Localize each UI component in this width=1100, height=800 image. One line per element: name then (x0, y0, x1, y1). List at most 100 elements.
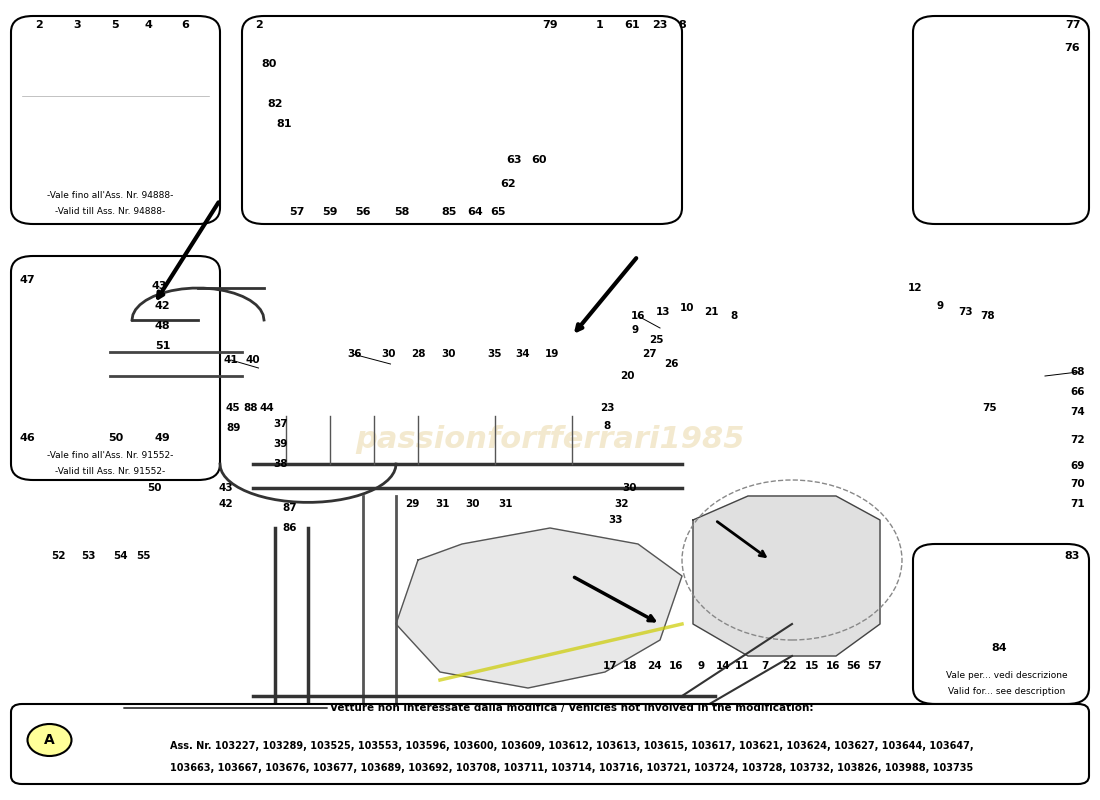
Text: 79: 79 (542, 20, 558, 30)
Text: 29: 29 (405, 499, 420, 509)
Text: 3: 3 (74, 20, 80, 30)
Text: 48: 48 (155, 321, 170, 330)
FancyBboxPatch shape (913, 544, 1089, 704)
Text: 57: 57 (867, 661, 882, 670)
Text: 73: 73 (958, 307, 974, 317)
Text: -Valid till Ass. Nr. 91552-: -Valid till Ass. Nr. 91552- (55, 467, 165, 477)
Text: 62: 62 (500, 179, 516, 189)
Text: 87: 87 (282, 503, 297, 513)
Text: Ass. Nr. 103227, 103289, 103525, 103553, 103596, 103600, 103609, 103612, 103613,: Ass. Nr. 103227, 103289, 103525, 103553,… (170, 741, 974, 750)
Text: 69: 69 (1070, 461, 1086, 470)
Text: 42: 42 (155, 301, 170, 310)
Polygon shape (693, 496, 880, 656)
Text: 33: 33 (608, 515, 624, 525)
Text: 66: 66 (1070, 387, 1086, 397)
Text: 19: 19 (544, 350, 560, 359)
Text: 11: 11 (735, 661, 750, 670)
Text: 77: 77 (1065, 20, 1080, 30)
Text: 55: 55 (135, 551, 151, 561)
FancyBboxPatch shape (242, 16, 682, 224)
Text: 12: 12 (908, 283, 923, 293)
Text: 31: 31 (498, 499, 514, 509)
Text: 39: 39 (273, 439, 288, 449)
Text: 76: 76 (1065, 43, 1080, 53)
Text: 75: 75 (982, 403, 998, 413)
Text: 54: 54 (113, 551, 129, 561)
FancyBboxPatch shape (11, 704, 1089, 784)
Text: 43: 43 (218, 483, 233, 493)
Text: 13: 13 (656, 307, 671, 317)
Polygon shape (396, 528, 682, 688)
Text: 16: 16 (669, 661, 684, 670)
Text: 47: 47 (20, 275, 35, 285)
Text: 41: 41 (223, 355, 239, 365)
Text: 30: 30 (465, 499, 481, 509)
Text: 8: 8 (730, 311, 737, 321)
Text: 68: 68 (1070, 367, 1086, 377)
Text: 61: 61 (625, 20, 640, 30)
Text: 56: 56 (355, 207, 371, 217)
Text: 59: 59 (322, 207, 338, 217)
Text: 53: 53 (80, 551, 96, 561)
Text: 9: 9 (937, 301, 944, 310)
Text: 28: 28 (410, 350, 426, 359)
Text: -Vale fino all'Ass. Nr. 94888-: -Vale fino all'Ass. Nr. 94888- (47, 191, 173, 201)
FancyBboxPatch shape (11, 16, 220, 224)
Text: 63: 63 (506, 155, 521, 165)
Text: 85: 85 (441, 207, 456, 217)
Text: 86: 86 (282, 523, 297, 533)
Text: 36: 36 (346, 350, 362, 359)
Text: 2: 2 (34, 20, 43, 30)
Text: 70: 70 (1070, 479, 1086, 489)
Text: 45: 45 (226, 403, 241, 413)
Text: 40: 40 (245, 355, 261, 365)
Text: 51: 51 (155, 341, 170, 350)
Text: 30: 30 (381, 350, 396, 359)
Text: 78: 78 (980, 311, 996, 321)
Text: 10: 10 (680, 303, 695, 313)
Text: 89: 89 (226, 423, 241, 433)
Text: 7: 7 (761, 661, 768, 670)
Text: -Valid till Ass. Nr. 94888-: -Valid till Ass. Nr. 94888- (55, 207, 165, 217)
Text: A: A (44, 733, 55, 747)
Text: 6: 6 (180, 20, 189, 30)
Text: 50: 50 (146, 483, 162, 493)
FancyBboxPatch shape (11, 256, 220, 480)
Text: 50: 50 (108, 433, 123, 442)
Text: 9: 9 (697, 661, 704, 670)
Text: 103663, 103667, 103676, 103677, 103689, 103692, 103708, 103711, 103714, 103716, : 103663, 103667, 103676, 103677, 103689, … (170, 763, 974, 773)
Text: 31: 31 (434, 499, 450, 509)
Text: 72: 72 (1070, 435, 1086, 445)
Text: Vetture non interessate dalla modifica / Vehicles not involved in the modificati: Vetture non interessate dalla modifica /… (330, 703, 814, 713)
Text: 8: 8 (678, 20, 686, 30)
Text: 83: 83 (1065, 551, 1080, 561)
Text: 16: 16 (825, 661, 840, 670)
Text: 57: 57 (289, 207, 305, 217)
Text: 46: 46 (20, 433, 35, 442)
Text: 2: 2 (254, 20, 263, 30)
Text: 81: 81 (276, 119, 292, 129)
Text: 42: 42 (218, 499, 233, 509)
Text: 22: 22 (782, 661, 797, 670)
Text: 37: 37 (273, 419, 288, 429)
Text: 65: 65 (491, 207, 506, 217)
Text: 16: 16 (630, 311, 646, 321)
Text: 49: 49 (155, 433, 170, 442)
Text: 24: 24 (647, 661, 662, 670)
Text: 56: 56 (846, 661, 861, 670)
Text: 38: 38 (273, 459, 288, 469)
Text: 71: 71 (1070, 499, 1086, 509)
Text: 4: 4 (144, 20, 153, 30)
Text: Vale per... vedi descrizione: Vale per... vedi descrizione (946, 671, 1067, 681)
Text: 21: 21 (704, 307, 719, 317)
Text: 30: 30 (441, 350, 456, 359)
Text: 58: 58 (394, 207, 409, 217)
Text: 44: 44 (260, 403, 275, 413)
Text: 60: 60 (531, 155, 547, 165)
Text: 14: 14 (715, 661, 730, 670)
Text: 34: 34 (515, 350, 530, 359)
Text: 80: 80 (262, 59, 277, 69)
Text: 20: 20 (619, 371, 635, 381)
FancyBboxPatch shape (913, 16, 1089, 224)
Text: -Vale fino all'Ass. Nr. 91552-: -Vale fino all'Ass. Nr. 91552- (47, 451, 173, 461)
